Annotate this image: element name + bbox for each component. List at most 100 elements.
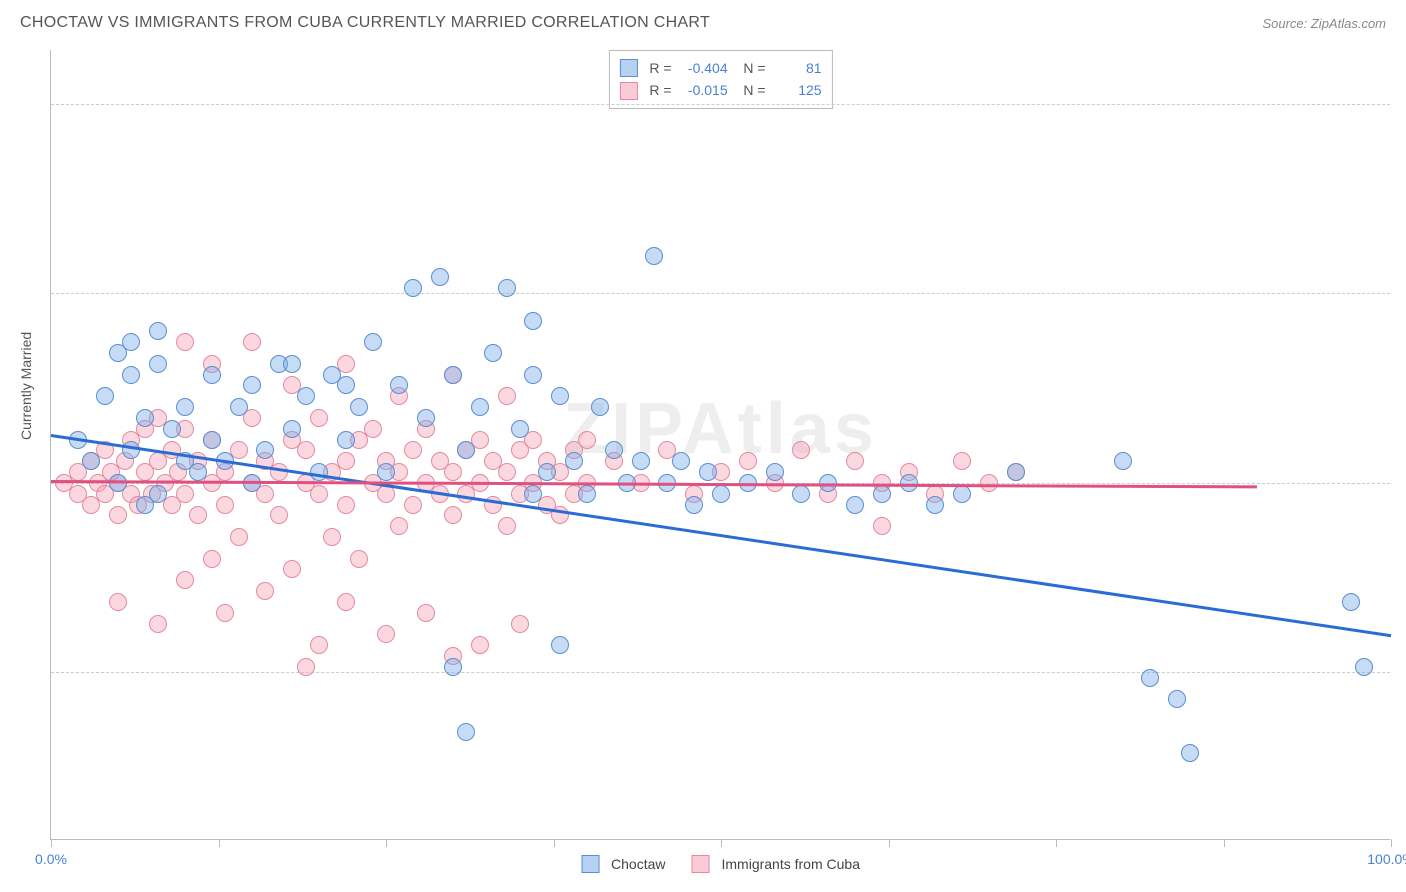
data-point-a [712,485,730,503]
data-point-b [149,615,167,633]
chart-title: CHOCTAW VS IMMIGRANTS FROM CUBA CURRENTL… [20,14,710,32]
data-point-a [953,485,971,503]
data-point-a [203,431,221,449]
swatch-choctaw-icon [581,855,599,873]
x-tick [1224,839,1225,847]
data-point-b [297,658,315,676]
x-tick [889,839,890,847]
data-point-b [230,528,248,546]
data-point-b [404,496,422,514]
data-point-b [873,517,891,535]
data-point-b [337,452,355,470]
data-point-a [176,398,194,416]
n-value-choctaw: 81 [774,57,822,79]
legend-bottom: Choctaw Immigrants from Cuba [581,855,860,873]
n-value-cuba: 125 [774,79,822,101]
data-point-b [283,560,301,578]
data-point-a [243,376,261,394]
data-point-a [645,247,663,265]
data-point-b [310,485,328,503]
data-point-b [310,636,328,654]
data-point-b [417,604,435,622]
x-tick [386,839,387,847]
x-tick-label: 0.0% [35,851,67,867]
data-point-a [337,376,355,394]
data-point-a [766,463,784,481]
data-point-a [578,485,596,503]
data-point-b [792,441,810,459]
x-tick [721,839,722,847]
legend-item-cuba: Immigrants from Cuba [691,855,859,873]
data-point-a [591,398,609,416]
data-point-a [699,463,717,481]
data-point-a [1355,658,1373,676]
swatch-choctaw-icon [619,59,637,77]
data-point-a [444,366,462,384]
data-point-b [216,496,234,514]
data-point-a [122,333,140,351]
data-point-a [511,420,529,438]
data-point-a [136,409,154,427]
data-point-a [283,355,301,373]
data-point-a [484,344,502,362]
stats-row-choctaw: R = -0.404 N = 81 [619,57,821,79]
data-point-a [605,441,623,459]
data-point-a [1007,463,1025,481]
data-point-b [176,333,194,351]
header: CHOCTAW VS IMMIGRANTS FROM CUBA CURRENTL… [0,0,1406,40]
data-point-a [310,463,328,481]
data-point-a [1114,452,1132,470]
x-tick [1391,839,1392,847]
data-point-b [980,474,998,492]
data-point-b [176,485,194,503]
data-point-a [1181,744,1199,762]
data-point-a [1141,669,1159,687]
data-point-a [846,496,864,514]
data-point-a [498,279,516,297]
data-point-b [739,452,757,470]
x-tick [1056,839,1057,847]
data-point-b [498,463,516,481]
data-point-b [310,409,328,427]
legend-label-cuba: Immigrants from Cuba [721,856,859,872]
data-point-a [685,496,703,514]
stats-legend-box: R = -0.404 N = 81 R = -0.015 N = 125 [608,50,832,109]
data-point-a [230,398,248,416]
data-point-a [149,485,167,503]
data-point-b [498,517,516,535]
data-point-a [189,463,207,481]
gridline-h [51,293,1390,294]
data-point-a [457,723,475,741]
n-label: N = [736,57,766,79]
data-point-a [149,322,167,340]
data-point-a [873,485,891,503]
data-point-b [953,452,971,470]
x-tick-label: 100.0% [1367,851,1406,867]
data-point-a [672,452,690,470]
data-point-a [364,333,382,351]
data-point-a [96,387,114,405]
data-point-b [404,441,422,459]
data-point-a [524,366,542,384]
legend-item-choctaw: Choctaw [581,855,665,873]
data-point-a [350,398,368,416]
source-label: Source: ZipAtlas.com [1262,16,1386,31]
data-point-a [457,441,475,459]
data-point-b [176,571,194,589]
data-point-b [471,636,489,654]
data-point-b [270,506,288,524]
data-point-b [390,517,408,535]
swatch-cuba-icon [691,855,709,873]
data-point-b [256,582,274,600]
data-point-a [82,452,100,470]
y-axis-label: Currently Married [18,332,34,440]
data-point-b [498,387,516,405]
data-point-a [417,409,435,427]
data-point-a [565,452,583,470]
data-point-a [404,279,422,297]
data-point-b [364,420,382,438]
data-point-b [216,604,234,622]
data-point-a [109,474,127,492]
r-value-cuba: -0.015 [680,79,728,101]
data-point-b [444,463,462,481]
